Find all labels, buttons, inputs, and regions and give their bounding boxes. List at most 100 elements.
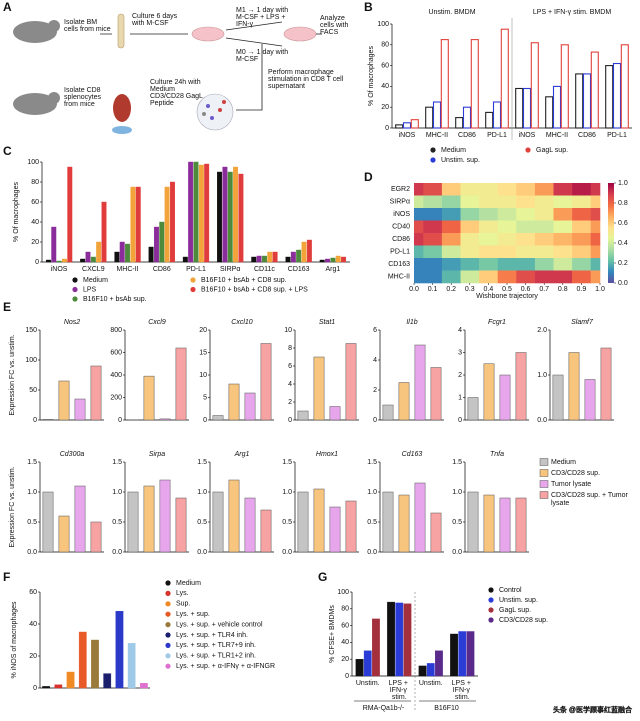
legend-swatch xyxy=(488,597,494,603)
bar xyxy=(430,512,442,553)
text-line: CD3/CD28 sup. xyxy=(551,470,600,477)
bar xyxy=(297,410,309,421)
legend-swatch xyxy=(539,491,549,499)
y-tick-label: 100 xyxy=(27,159,39,166)
bar xyxy=(450,633,458,677)
heat-cell xyxy=(441,233,461,246)
row-label: EGR2 xyxy=(391,186,410,193)
bar xyxy=(66,671,75,689)
legend-swatch xyxy=(539,480,549,488)
panel-label: B xyxy=(364,0,373,14)
legend-swatch xyxy=(430,157,436,163)
heat-cell xyxy=(414,270,424,284)
text-line: CD3/CD28 sup. + Tumor xyxy=(551,492,630,499)
bar xyxy=(260,343,272,421)
y-axis-label: Expression FC vs. unstim. xyxy=(9,334,16,415)
heat-cell xyxy=(534,233,554,246)
panel-title: Fcgr1 xyxy=(488,319,506,326)
heat-cell xyxy=(497,220,517,234)
bar xyxy=(458,631,467,677)
group-label: RMA-Qa1b-/- xyxy=(363,705,405,712)
bar xyxy=(153,226,159,263)
legend-swatch xyxy=(72,286,78,293)
x-tick-label: CXCL9 xyxy=(82,266,105,273)
bar xyxy=(85,251,91,263)
group-label: Unstim. BMDM xyxy=(428,9,475,16)
y-tick-label: 6 xyxy=(288,363,292,370)
heat-cell xyxy=(479,258,498,271)
bar xyxy=(545,96,554,129)
bar xyxy=(432,101,442,129)
bar xyxy=(330,257,336,263)
panel-title: Sirpa xyxy=(149,451,165,458)
bar xyxy=(175,347,187,421)
text-line: Tumor lysate xyxy=(551,481,591,488)
x-tick-label: PD-L1 xyxy=(186,266,206,273)
y-tick-label: 0 xyxy=(35,259,39,266)
y-tick-label: 60 xyxy=(341,622,349,629)
bar xyxy=(61,258,67,263)
panel-label: G xyxy=(318,570,327,584)
y-tick-label: 1.5 xyxy=(197,459,207,466)
x-tick-label: SIRPα xyxy=(220,266,240,273)
y-axis-label: % Of macrophages xyxy=(368,46,375,106)
y-tick-label: 40 xyxy=(381,83,389,90)
bar xyxy=(515,497,527,553)
heat-cell xyxy=(479,208,498,221)
bar xyxy=(500,28,509,129)
heat-cell xyxy=(423,183,443,196)
y-tick-label: 1.0 xyxy=(282,489,292,496)
bar xyxy=(56,260,62,263)
y-tick-label: 40 xyxy=(31,219,39,226)
x-tick-label: MHC-II xyxy=(116,266,138,273)
y-tick-label: 4 xyxy=(458,327,462,334)
heat-cell xyxy=(516,183,536,196)
legend-swatch xyxy=(165,611,171,617)
heat-cell xyxy=(516,270,536,284)
bar xyxy=(217,171,223,263)
y-tick-label: 0 xyxy=(345,673,349,680)
x-tick-label: 0.3 xyxy=(465,286,475,293)
bar xyxy=(42,686,50,689)
y-tick-label: 0.5 xyxy=(112,519,122,526)
bar xyxy=(582,73,592,129)
panel-title: Il1b xyxy=(406,319,417,326)
y-tick-label: 60 xyxy=(31,199,39,206)
bar xyxy=(67,166,73,263)
heat-cell xyxy=(441,258,461,271)
bar xyxy=(414,344,426,421)
bar xyxy=(387,601,395,677)
y-tick-label: 50 xyxy=(29,387,37,394)
legend-swatch xyxy=(165,622,171,628)
x-tick-label: 0.4 xyxy=(484,286,494,293)
bar xyxy=(143,375,155,421)
y-tick-label: 400 xyxy=(110,372,122,379)
bar xyxy=(212,491,224,553)
bar xyxy=(418,665,427,677)
bar xyxy=(341,256,347,263)
bar xyxy=(313,488,325,553)
heat-cell xyxy=(460,195,480,209)
diagram-step: Culture 6 days with M-CSF xyxy=(131,13,179,27)
heat-cell xyxy=(423,220,443,234)
heat-cell xyxy=(590,258,601,271)
bar xyxy=(319,259,325,263)
text-line: Culture 6 days xyxy=(132,13,179,20)
heat-cell xyxy=(479,220,498,234)
heat-cell xyxy=(497,270,517,284)
x-tick-label: CD163 xyxy=(288,266,310,273)
bar xyxy=(42,419,54,421)
bar xyxy=(612,62,622,129)
text-line: Perform macrophage xyxy=(268,69,336,76)
bar xyxy=(590,51,599,129)
bar xyxy=(414,482,426,553)
legend-swatch xyxy=(539,469,549,477)
legend-swatch xyxy=(190,277,196,283)
legend-label: Control xyxy=(499,587,522,594)
text-line: Medium xyxy=(150,86,177,93)
bar xyxy=(114,251,120,263)
heat-cell xyxy=(553,258,573,271)
bar xyxy=(600,347,612,421)
bar xyxy=(90,256,96,263)
